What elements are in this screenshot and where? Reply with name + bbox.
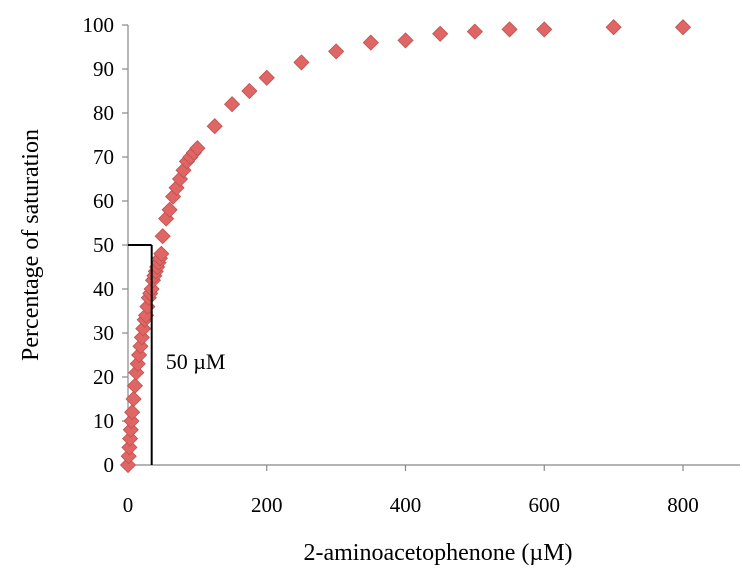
- annotation-label: 50 µM: [166, 349, 226, 374]
- y-tick-label: 60: [93, 189, 114, 213]
- data-point: [466, 23, 483, 40]
- x-tick-label: 600: [529, 493, 561, 517]
- y-tick-label: 20: [93, 365, 114, 389]
- y-tick-label: 90: [93, 57, 114, 81]
- data-point: [223, 96, 241, 113]
- y-tick-label: 30: [93, 321, 114, 345]
- data-point: [122, 430, 139, 447]
- y-tick-label: 70: [93, 145, 114, 169]
- x-tick-label: 0: [123, 493, 134, 517]
- data-point: [293, 54, 310, 71]
- data-point: [125, 390, 142, 408]
- data-point: [153, 245, 170, 262]
- data-point: [154, 228, 171, 245]
- data-point: [536, 21, 553, 38]
- x-axis-title: 2-aminoacetophenone (µM): [303, 540, 572, 566]
- data-point: [120, 448, 137, 465]
- y-tick-label: 0: [104, 453, 115, 477]
- y-tick-label: 80: [93, 101, 114, 125]
- annotation-group: 50 µM: [128, 244, 226, 465]
- data-point: [362, 34, 379, 51]
- y-axis-title: Percentage of saturation: [18, 129, 44, 361]
- data-point: [121, 439, 138, 456]
- data-point: [605, 19, 622, 36]
- x-axis-ticks: 0 200 400 600 800: [123, 465, 699, 517]
- data-point: [241, 82, 258, 100]
- data-point: [161, 201, 178, 218]
- data-point: [206, 118, 223, 135]
- data-point: [258, 69, 275, 86]
- y-axis-ticks: 0 10 20 30 40 50 60 70 80 90 100: [83, 13, 128, 477]
- data-point: [397, 32, 414, 49]
- data-point: [119, 456, 137, 474]
- data-points: [119, 19, 692, 474]
- data-point: [124, 404, 141, 421]
- data-point: [189, 140, 206, 157]
- y-tick-label: 100: [83, 13, 115, 37]
- y-tick-label: 40: [93, 277, 114, 301]
- x-tick-label: 400: [390, 493, 422, 517]
- data-point: [674, 19, 692, 36]
- x-tick-label: 800: [667, 493, 699, 517]
- y-tick-label: 50: [93, 233, 114, 257]
- data-point: [123, 412, 140, 430]
- data-point: [122, 421, 139, 438]
- x-tick-label: 200: [251, 493, 283, 517]
- y-tick-label: 10: [93, 409, 114, 433]
- data-point: [432, 25, 449, 42]
- data-point: [501, 21, 518, 38]
- data-point: [328, 43, 345, 60]
- data-point: [126, 377, 144, 394]
